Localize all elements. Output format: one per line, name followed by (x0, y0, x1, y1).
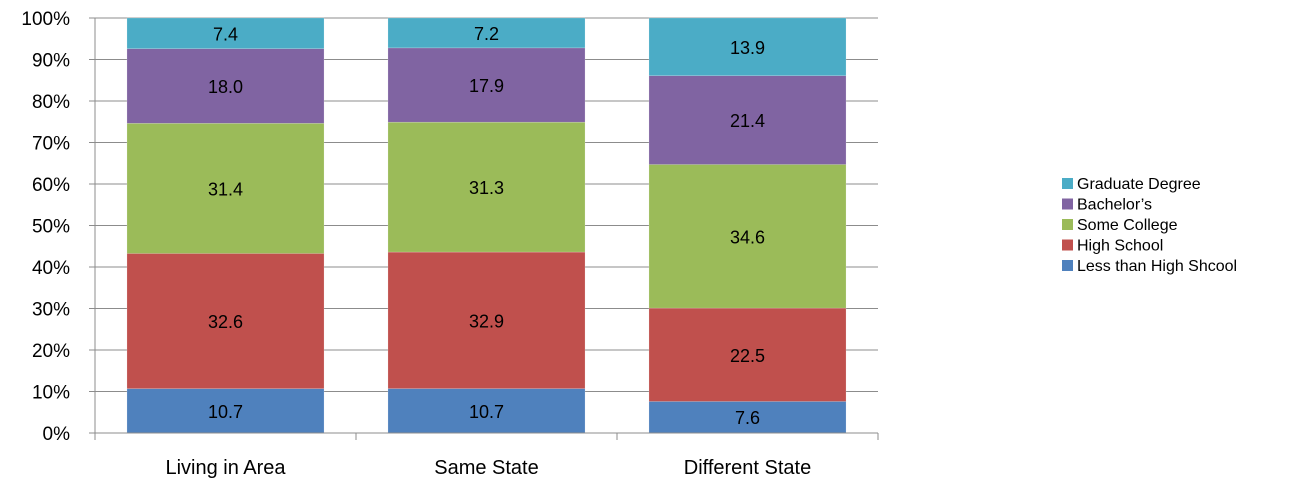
bars: 10.7 32.6 31.4 18.0 7.4 10.7 32.9 31.3 17.9 7.2 7.… (126, 17, 847, 434)
bar-segment (126, 123, 325, 254)
data-label: 31.4 (208, 179, 243, 199)
x-tick-label: Different State (684, 457, 811, 479)
bar-segment (387, 47, 586, 123)
y-tick-label: 40% (32, 258, 70, 279)
data-label: 31.3 (469, 178, 504, 198)
legend-entry: Some College (1077, 217, 1178, 234)
bar-segment (648, 75, 847, 165)
y-tick-label: 50% (32, 217, 70, 238)
bar-segment (648, 17, 847, 76)
bar-segment (387, 121, 586, 253)
data-label: 18.0 (208, 77, 243, 97)
legend-entry: Bachelor’s (1077, 197, 1152, 214)
y-tick-label: 70% (32, 134, 70, 155)
bar-segment (387, 251, 586, 389)
legend: Graduate Degree Bachelor’s Some College Hig… (1062, 176, 1237, 275)
data-label: 7.2 (474, 24, 499, 44)
legend-swatch (1062, 198, 1073, 210)
bar-segment (648, 164, 847, 309)
data-label: 17.9 (469, 76, 504, 96)
bar-segment (387, 17, 586, 49)
bar-segment (126, 253, 325, 389)
data-label: 13.9 (730, 38, 765, 58)
y-tick-label: 100% (21, 9, 70, 30)
y-tick-label: 80% (32, 92, 70, 113)
data-label: 22.5 (730, 346, 765, 366)
legend-entry: High School (1077, 238, 1163, 255)
data-label: 34.6 (730, 227, 765, 247)
legend-swatch (1062, 260, 1073, 271)
y-tick-label: 30% (32, 300, 70, 321)
x-tick-label: Same State (434, 457, 539, 479)
data-label: 7.6 (735, 408, 760, 428)
bar-segment (126, 17, 325, 49)
legend-swatch (1062, 178, 1073, 189)
data-label: 32.9 (469, 311, 504, 331)
y-axis: 0% 10% 20% 30% 40% 50% 60% 70% 80% 90% 100% (21, 9, 96, 445)
y-tick-label: 60% (32, 175, 70, 196)
legend-swatch (1062, 239, 1073, 251)
data-label: 10.7 (208, 402, 243, 422)
legend-swatch (1062, 219, 1073, 230)
y-tick-label: 20% (32, 341, 70, 362)
data-label: 21.4 (730, 111, 765, 131)
bar-segment (126, 388, 325, 434)
y-tick-label: 10% (32, 383, 70, 404)
y-tick-label: 90% (32, 51, 70, 72)
x-axis: Living in Area Same State Different State (94, 432, 879, 479)
bar-segment (126, 48, 325, 124)
legend-entry: Graduate Degree (1077, 176, 1201, 193)
y-tick-label: 0% (43, 424, 71, 445)
data-label: 32.6 (208, 312, 243, 332)
bar-segment (387, 388, 586, 434)
data-label: 10.7 (469, 402, 504, 422)
legend-entry: Less than High Shcool (1077, 258, 1237, 275)
x-tick-label: Living in Area (165, 457, 286, 479)
data-label: 7.4 (213, 24, 238, 44)
